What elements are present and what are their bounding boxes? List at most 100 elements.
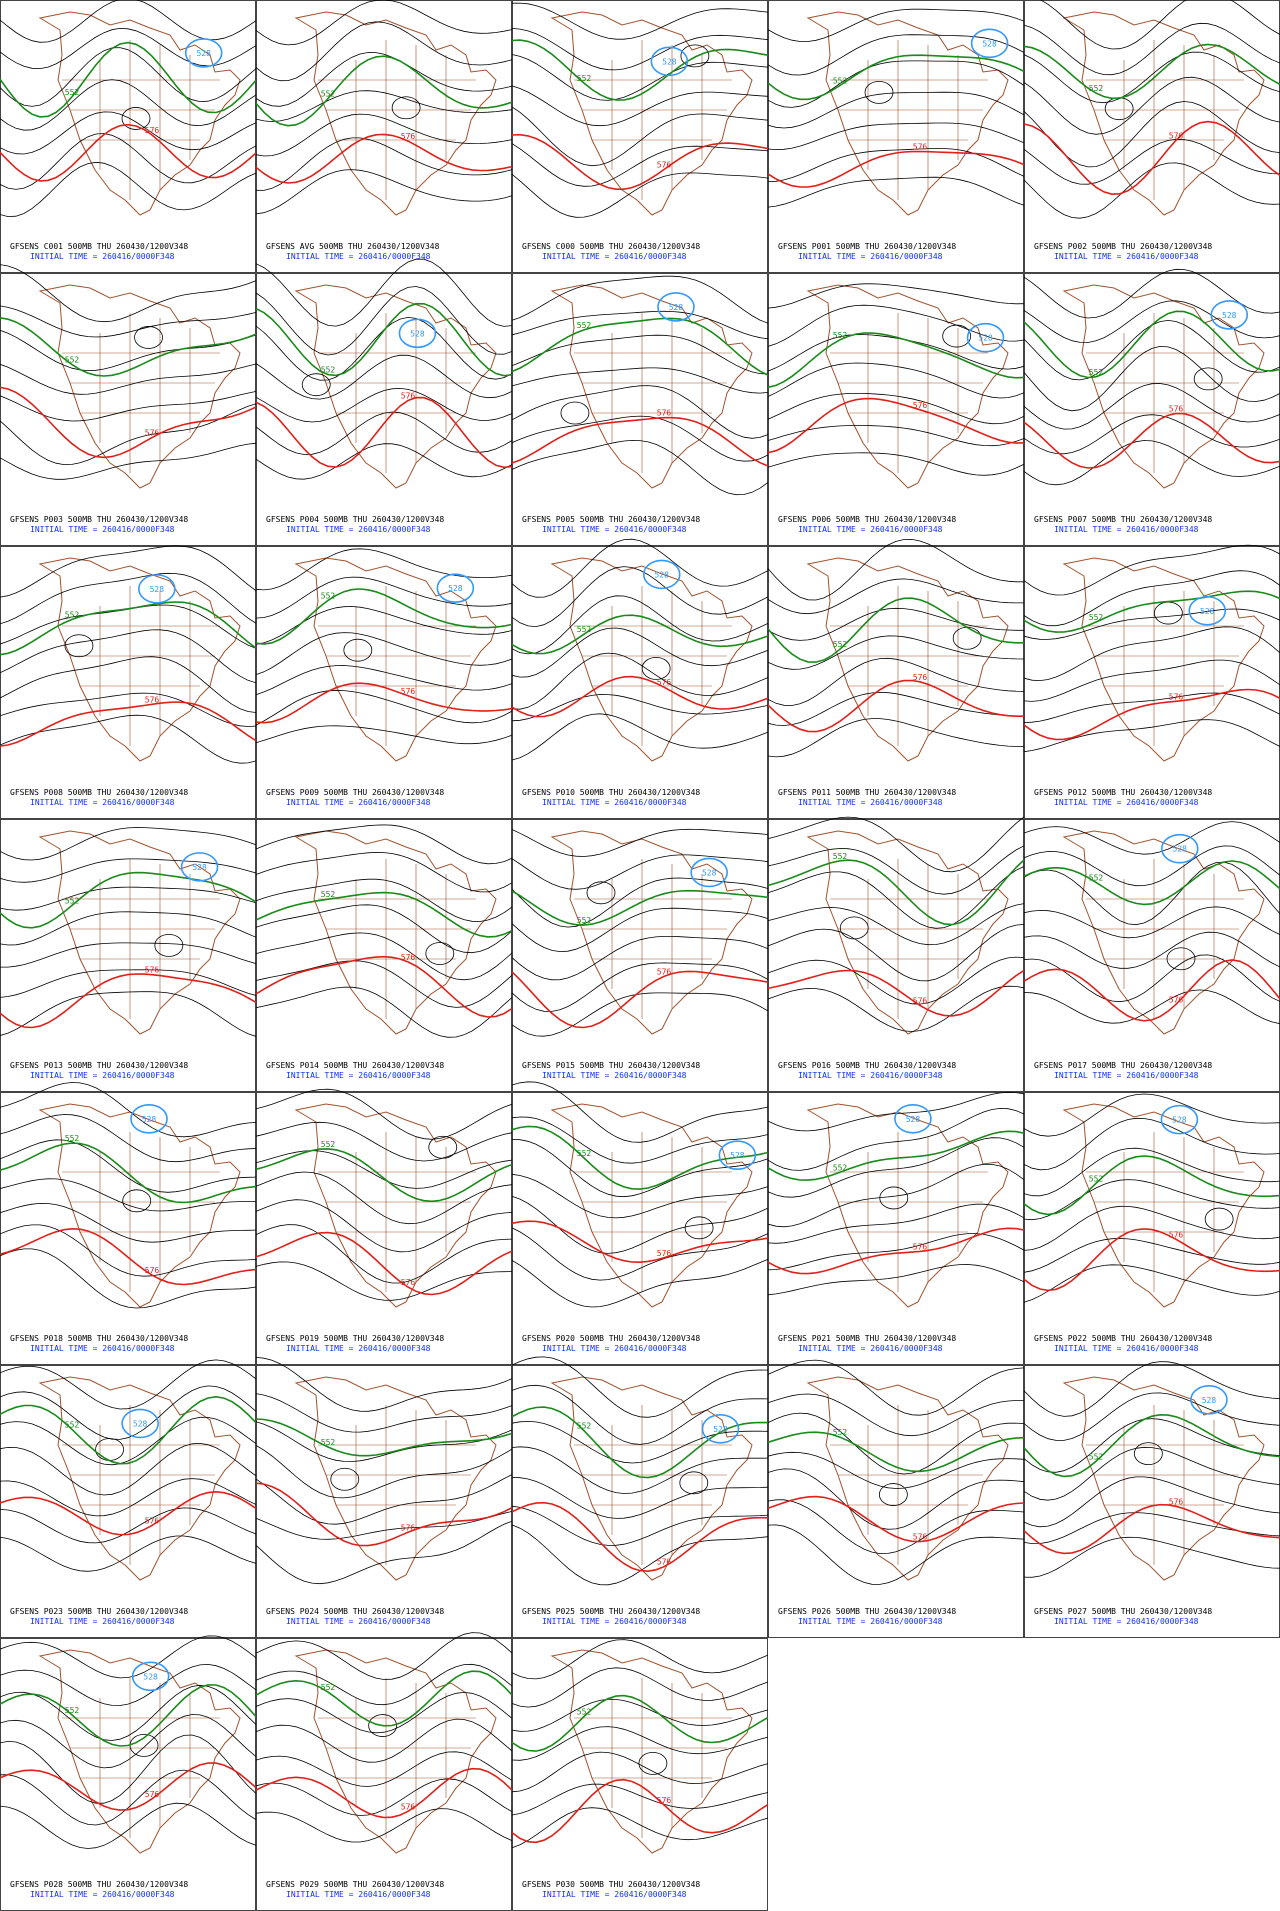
contour-label: 576 — [145, 126, 160, 135]
height-contour — [767, 1163, 1025, 1228]
height-contour — [767, 1137, 1025, 1198]
contour-label: 576 — [657, 967, 672, 976]
coastline — [1062, 1103, 1265, 1308]
map-panel: 552 576 528 GFSENS P017 500MB THU 260430/12… — [1023, 819, 1280, 1092]
height-contour — [255, 0, 513, 46]
map-panel: 552 576 528 GFSENS P007 500MB THU 260430/12… — [1023, 268, 1280, 546]
height-contour — [1023, 861, 1280, 926]
height-contour — [0, 991, 257, 1037]
labeled-contour — [767, 597, 1024, 663]
contour-label: 552 — [65, 896, 80, 905]
height-contour — [511, 1751, 769, 1793]
height-contour — [767, 866, 1025, 929]
contour-label: 528 — [142, 1115, 157, 1124]
height-contour — [255, 1171, 513, 1225]
labeled-contour — [255, 133, 513, 184]
map-panel: 552 576 GFSENS P002 500MB THU 260430/1200V… — [1023, 0, 1280, 273]
run-label: GFSENS P005 500MB THU 260430/1200V348 — [522, 515, 700, 524]
height-contour — [1023, 1147, 1280, 1197]
height-contour — [0, 1139, 257, 1193]
height-contour — [511, 1446, 769, 1494]
contour-label: 576 — [913, 1242, 928, 1251]
low-center — [1204, 1207, 1234, 1231]
panel-border — [512, 1638, 768, 1911]
height-contour — [1023, 1536, 1280, 1578]
contour-label: 552 — [833, 1428, 848, 1437]
height-contour — [0, 1224, 257, 1277]
contour-label: 528 — [906, 1115, 921, 1124]
low-center — [301, 373, 331, 397]
panel-border — [1024, 1365, 1280, 1638]
init-time: INITIAL TIME = 260416/0000F348 — [30, 1344, 175, 1353]
height-contour — [767, 283, 1025, 309]
run-label: GFSENS P027 500MB THU 260430/1200V348 — [1034, 1607, 1212, 1616]
contour-label: 576 — [401, 132, 416, 141]
height-contour — [511, 172, 769, 218]
contour-label: 576 — [1169, 995, 1184, 1004]
contour-label: 552 — [577, 321, 592, 330]
map-panel: 552 576 528 GFSENS P028 500MB THU 260430/12… — [0, 1635, 257, 1911]
map-panel: 552 576 GFSENS P016 500MB THU 260430/1200V… — [767, 816, 1025, 1092]
contour-label: 576 — [1169, 131, 1184, 140]
contour-label: 576 — [145, 429, 160, 438]
low-center — [134, 326, 163, 349]
height-contour — [1023, 608, 1280, 640]
height-contour — [0, 656, 257, 713]
height-contour — [767, 578, 1024, 615]
labeled-contour — [511, 317, 769, 376]
labeled-contour — [767, 150, 1025, 188]
low-center — [638, 1751, 668, 1775]
contour-label: 576 — [657, 161, 672, 170]
height-contour — [255, 689, 513, 726]
height-contour — [255, 1474, 513, 1525]
panel-border — [1024, 273, 1280, 546]
run-label: GFSENS P011 500MB THU 260430/1200V348 — [778, 788, 956, 797]
height-contour — [255, 632, 513, 675]
height-contour — [255, 725, 513, 745]
contour-label: 576 — [145, 966, 160, 975]
contour-label: 552 — [65, 610, 80, 619]
height-contour — [0, 79, 257, 131]
map-panel: 552 576 528 GFSENS C001 500MB THU 260430/12… — [0, 0, 257, 273]
low-center — [680, 44, 710, 68]
labeled-contour — [1160, 833, 1199, 864]
contour-label: 528 — [713, 1425, 728, 1434]
init-time: INITIAL TIME = 260416/0000F348 — [286, 252, 431, 261]
low-center — [1193, 367, 1223, 391]
height-contour — [255, 1199, 513, 1253]
panel-border — [512, 0, 768, 273]
labeled-contour — [1023, 959, 1280, 1022]
height-contour — [0, 692, 257, 727]
height-contour — [1040, 0, 1280, 50]
map-panel: 552 576 528 GFSENS P008 500MB THU 260430/12… — [0, 545, 257, 819]
height-contour — [511, 652, 769, 710]
height-contour — [255, 576, 513, 619]
labeled-contour — [1023, 310, 1280, 379]
panel-border — [0, 1638, 256, 1911]
coastline — [38, 1103, 241, 1308]
state-borders — [318, 859, 476, 1019]
labeled-contour — [0, 317, 257, 377]
contour-label: 552 — [833, 852, 848, 861]
init-time: INITIAL TIME = 260416/0000F348 — [30, 1071, 175, 1080]
height-contour — [1023, 300, 1280, 343]
labeled-contour — [255, 1670, 513, 1727]
coastline — [38, 284, 241, 489]
height-contour — [0, 1507, 257, 1544]
height-contour — [0, 1663, 257, 1706]
height-contour — [511, 1477, 769, 1519]
height-contour — [767, 924, 1025, 982]
state-borders — [318, 40, 476, 200]
height-contour — [0, 442, 257, 480]
labeled-contour — [255, 55, 513, 127]
height-contour — [1023, 138, 1280, 185]
map-panel: 552 576 528 GFSENS P006 500MB THU 260430/12… — [767, 273, 1025, 546]
contour-label: 528 — [448, 584, 463, 593]
labeled-contour — [894, 1103, 932, 1134]
height-contour — [255, 904, 513, 954]
contour-label: 576 — [913, 1533, 928, 1542]
height-contour — [255, 1121, 513, 1162]
height-contour — [255, 1751, 513, 1787]
map-panel: 552 576 528 GFSENS P015 500MB THU 260430/12… — [511, 819, 769, 1092]
height-contour — [255, 21, 513, 82]
